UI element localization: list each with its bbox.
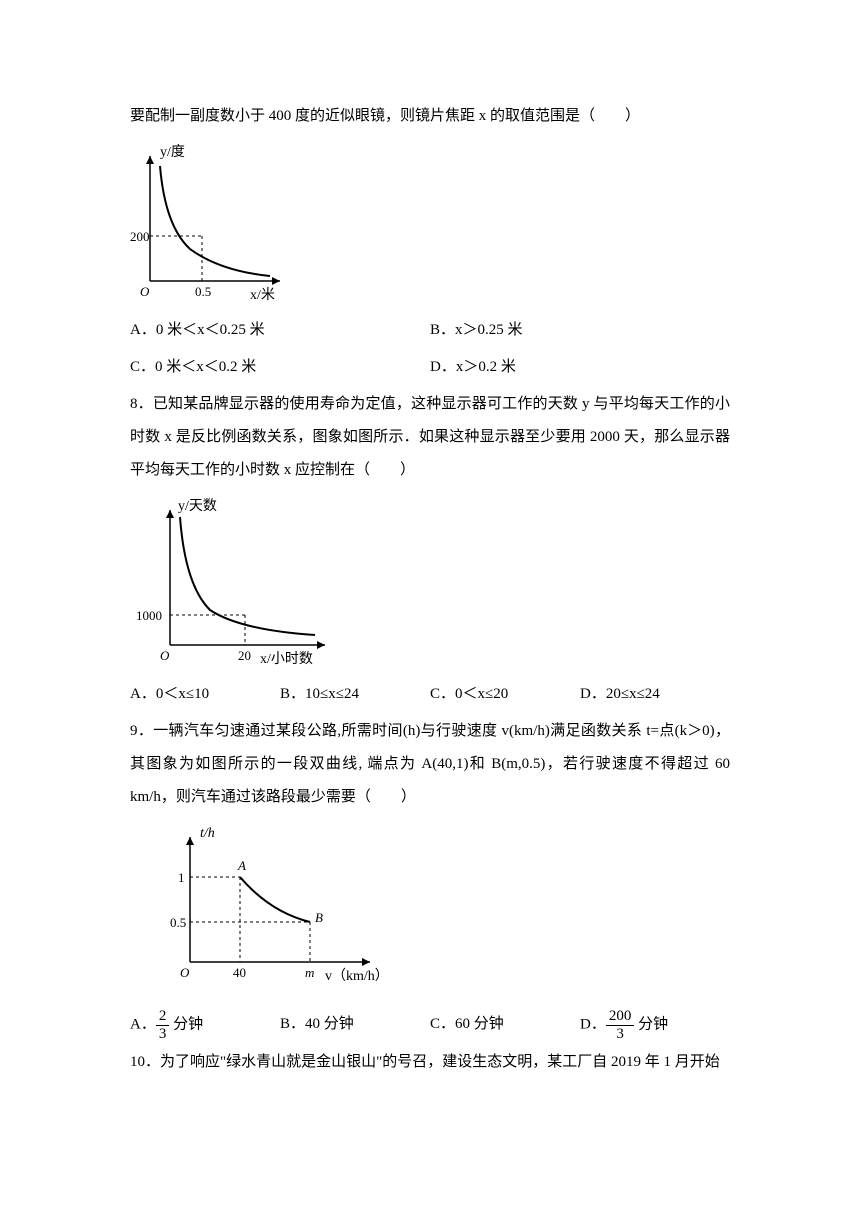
q7-stem: 要配制一副度数小于 400 度的近似眼镜，则镜片焦距 x 的取值范围是（ ） — [130, 100, 730, 133]
y-axis-label: y/度 — [160, 144, 185, 160]
origin: O — [140, 284, 150, 299]
q7-opt-d: D．x＞0.2 米 — [430, 351, 730, 384]
q7-options-row2: C．0 米＜x＜0.2 米 D．x＞0.2 米 — [130, 351, 730, 384]
q8-opt-c: C．0＜x≤20 — [430, 678, 580, 711]
y-mark-1: 1 — [178, 870, 185, 885]
opt-d-pre: D． — [580, 1016, 606, 1032]
q9-opt-b: B．40 分钟 — [280, 1008, 430, 1042]
q8-stem: 8．已知某品牌显示器的使用寿命为定值，这种显示器可工作的天数 y 与平均每天工作… — [130, 388, 730, 487]
frac-num: 2 — [156, 1008, 170, 1026]
q9-opt-d: D．2003 分钟 — [580, 1008, 730, 1042]
point-b: B — [315, 910, 323, 925]
q7-opt-b: B．x＞0.25 米 — [430, 314, 730, 347]
q8-opt-d: D．20≤x≤24 — [580, 678, 730, 711]
frac-den: 3 — [606, 1026, 635, 1043]
q7-chart: y/度 200 0.5 O x/米 — [130, 141, 730, 306]
q9-stem: 9．一辆汽车匀速通过某段公路,所需时间(h)与行驶速度 v(km/h)满足函数关… — [130, 715, 730, 814]
x-axis-label: x/米 — [250, 287, 275, 303]
q8-options: A．0＜x≤10 B．10≤x≤24 C．0＜x≤20 D．20≤x≤24 — [130, 678, 730, 711]
q10-stem: 10．为了响应"绿水青山就是金山银山"的号召，建设生态文明，某工厂自 2019 … — [130, 1046, 730, 1079]
q9-opt-c: C．60 分钟 — [430, 1008, 580, 1042]
frac-den: 3 — [156, 1026, 170, 1043]
x-axis-label: x/小时数 — [260, 651, 313, 667]
origin: O — [160, 648, 170, 663]
origin: O — [180, 965, 190, 980]
y-axis-label: y/天数 — [178, 498, 217, 514]
y-mark-1000: 1000 — [136, 608, 162, 623]
q7-opt-a: A．0 米＜x＜0.25 米 — [130, 314, 430, 347]
q8-opt-a: A．0＜x≤10 — [130, 678, 280, 711]
q7-options-row1: A．0 米＜x＜0.25 米 B．x＞0.25 米 — [130, 314, 730, 347]
x-axis-label: v（km/h） — [325, 968, 389, 984]
opt-d-post: 分钟 — [634, 1016, 668, 1032]
q9-opt-a: A．23 分钟 — [130, 1008, 280, 1042]
x-mark-20: 20 — [238, 648, 251, 663]
y-mark-200: 200 — [130, 229, 150, 244]
point-a: A — [237, 858, 246, 873]
frac-num: 200 — [606, 1008, 635, 1026]
y-axis-label: t/h — [200, 826, 215, 841]
q9-options: A．23 分钟 B．40 分钟 C．60 分钟 D．2003 分钟 — [130, 1008, 730, 1042]
x-mark-40: 40 — [233, 965, 246, 980]
q9-chart: t/h 1 0.5 40 m A B O v（km/h） — [130, 822, 730, 992]
x-mark-m: m — [305, 965, 314, 980]
q8-opt-b: B．10≤x≤24 — [280, 678, 430, 711]
opt-a-post: 分钟 — [169, 1016, 203, 1032]
opt-a-pre: A． — [130, 1016, 156, 1032]
x-mark-05: 0.5 — [195, 284, 211, 299]
q7-opt-c: C．0 米＜x＜0.2 米 — [130, 351, 430, 384]
q8-chart: y/天数 1000 20 O x/小时数 — [130, 495, 730, 670]
y-mark-05: 0.5 — [170, 915, 186, 930]
